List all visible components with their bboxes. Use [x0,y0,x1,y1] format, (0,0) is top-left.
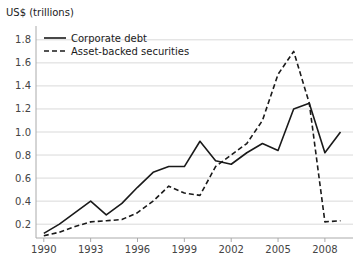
y-tick-label: 1.2 [15,103,31,114]
x-tick [184,238,185,242]
x-tick [278,238,279,242]
grid-line [36,201,353,202]
legend-swatch [44,50,66,52]
grid [36,40,353,224]
grid-line [36,108,353,109]
legend-label: Asset-backed securities [71,46,189,57]
y-tick-label: 1.6 [15,57,31,68]
y-tick-label: 1.4 [15,80,31,91]
grid-line [36,178,353,179]
grid-line [36,85,353,86]
y-tick-label: 0.2 [15,219,31,230]
legend: Corporate debt Asset-backed securities [44,33,189,57]
y-axis-label: US$ (trillions) [6,7,74,18]
x-tick-label: 1996 [125,244,150,255]
y-tick-label: 0.8 [15,150,31,161]
x-tick [137,238,138,242]
grid-line [36,132,353,133]
y-tick-label: 1.0 [15,127,31,138]
x-tick [90,238,91,242]
grid-line [36,155,353,156]
legend-swatch [44,37,66,39]
chart: 0.2 0.4 0.6 0.8 1.0 1.2 1.4 1.6 1.8 1990 1993 1996 1… [0,0,363,260]
x-tick-label: 1993 [78,244,103,255]
y-tick-label: 1.8 [15,34,31,45]
y-tick-label: 0.4 [15,196,31,207]
x-axis-line [36,238,353,239]
x-tick [43,238,44,242]
x-tick [231,238,232,242]
lines [44,51,341,235]
series-line [44,103,341,233]
x-tick [324,238,325,242]
x-tick-label: 2005 [265,244,290,255]
x-tick-label: 1990 [31,244,56,255]
grid-line [36,62,353,63]
y-tick-label: 0.6 [15,173,31,184]
x-tick-label: 1999 [172,244,197,255]
x-tick-label: 2008 [312,244,337,255]
series-line [44,51,341,235]
legend-label: Corporate debt [71,33,147,44]
x-tick-label: 2002 [218,244,243,255]
y-axis-line [36,26,37,238]
